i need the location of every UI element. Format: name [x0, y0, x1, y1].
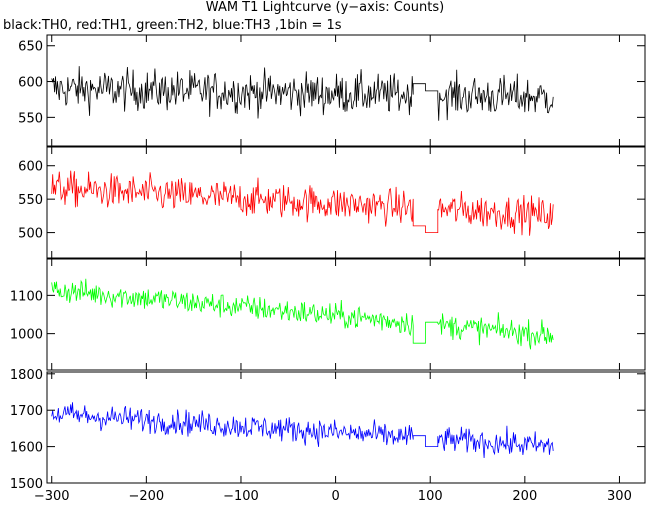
panel-frame-th3	[46, 371, 646, 484]
x-tick-label: 300	[607, 489, 632, 504]
y-tick-label: 1600	[10, 441, 43, 456]
series-line-th1	[51, 170, 554, 236]
y-tick-label: 650	[18, 40, 43, 55]
x-tick-label: −300	[34, 489, 70, 504]
y-tick-label: 1100	[10, 289, 43, 304]
y-tick-label: 600	[18, 76, 43, 91]
y-tick-label: 500	[18, 227, 43, 242]
y-tick-label: 600	[18, 160, 43, 175]
chart-subtitle: black:TH0, red:TH1, green:TH2, blue:TH3 …	[3, 18, 342, 33]
y-tick-label: 1700	[10, 404, 43, 419]
x-tick-label: −200	[128, 489, 164, 504]
y-tick-label: 550	[18, 193, 43, 208]
panel-frame-th2	[46, 258, 646, 371]
y-tick-label: 1000	[10, 328, 43, 343]
panel-frame-th0	[46, 34, 646, 147]
chart-title: WAM T1 Lightcurve (y−axis: Counts)	[205, 0, 445, 15]
series-line-th2	[51, 278, 554, 350]
panel-frame-th1	[46, 146, 646, 259]
series-line-th3	[51, 402, 554, 459]
y-tick-label: 550	[18, 111, 43, 126]
series-line-th0	[51, 66, 554, 121]
x-tick-label: 0	[331, 489, 339, 504]
y-tick-label: 1800	[10, 368, 43, 383]
x-tick-label: 100	[418, 489, 443, 504]
y-tick-label: 1500	[10, 477, 43, 492]
x-tick-label: −100	[223, 489, 259, 504]
x-tick-label: 200	[512, 489, 537, 504]
